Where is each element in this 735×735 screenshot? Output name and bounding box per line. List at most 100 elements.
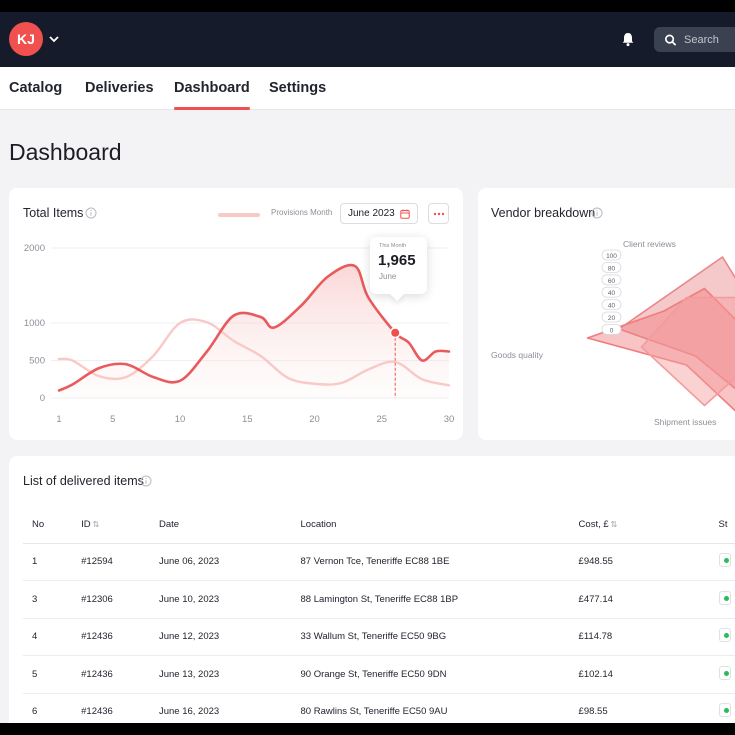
delivered-items-card: List of delivered items No ID ⇅ Date Loca… (9, 456, 735, 723)
column-header-no: No (23, 506, 73, 544)
page-title: Dashboard (9, 139, 122, 165)
radar-tick-label: 80 (608, 265, 616, 272)
highlight-point (391, 328, 400, 337)
cell-id: #12436 (72, 618, 150, 656)
sort-icon[interactable]: ⇅ (610, 519, 618, 529)
cell-no: 3 (23, 580, 73, 619)
info-icon[interactable] (140, 475, 152, 487)
cell-id: #12436 (72, 655, 150, 694)
sort-icon[interactable]: ⇅ (92, 519, 100, 529)
more-options-button[interactable] (428, 203, 449, 224)
cell-cost: £102.14 (569, 655, 710, 694)
info-icon[interactable] (85, 207, 97, 219)
cell-location: 87 Vernon Tce, Teneriffe EC88 1BE (291, 543, 570, 581)
x-tick-label: 30 (444, 414, 455, 425)
series-line (57, 318, 451, 387)
tab-dashboard[interactable]: Dashboard (174, 80, 250, 110)
radar-tick-pill (601, 249, 622, 261)
radar-tick-label: 40 (608, 290, 616, 297)
series-area (59, 265, 449, 398)
month-picker-label: June 2023 (348, 208, 395, 219)
column-header-status: St (709, 506, 735, 544)
y-tick-label: 1000 (24, 318, 45, 329)
vendor-radar-chart: Client reviews Goods quality Shipment issu… (491, 239, 735, 427)
x-tick-label: 15 (242, 414, 253, 425)
cell-no: 4 (23, 618, 73, 656)
cell-status (709, 618, 735, 656)
top-bar: KJ (0, 12, 735, 67)
nav-tabs: Catalog Deliveries Dashboard Settings (0, 67, 735, 110)
column-header-id[interactable]: ID ⇅ (72, 506, 150, 544)
table-row[interactable]: 6 #12436 June 16, 2023 80 Rawlins St, Tener… (23, 693, 735, 723)
chart-tooltip: This Month 1,965 June (370, 237, 427, 294)
y-tick-label: 2000 (24, 243, 45, 254)
tooltip-sub: June (379, 272, 397, 281)
status-badge (718, 553, 731, 568)
cell-no: 1 (23, 543, 73, 581)
tooltip-label: This Month (379, 243, 407, 249)
tab-deliveries[interactable]: Deliveries (85, 80, 154, 96)
cell-cost: £477.14 (569, 580, 710, 619)
table-header-row: No ID ⇅ Date Location Cost, £ ⇅ St (23, 506, 735, 544)
avatar[interactable]: KJ (9, 22, 43, 56)
radar-tick-pill (601, 311, 622, 323)
radar-tick-pill (601, 274, 622, 286)
column-header-cost[interactable]: Cost, £ ⇅ (569, 506, 710, 544)
legend-swatch (218, 213, 260, 217)
radar-axis-label: Client reviews (623, 239, 676, 249)
radar-tick-label: 60 (608, 278, 616, 285)
status-badge (718, 590, 731, 605)
radar-tick-pill (601, 299, 622, 310)
radar-tick-label: 0 (610, 327, 614, 334)
tooltip-value: 1,965 (378, 252, 416, 269)
table-row[interactable]: 5 #12436 June 13, 2023 90 Orange St, Teneri… (23, 655, 735, 694)
radar-tick-pill (601, 323, 622, 335)
cell-location: 33 Wallum St, Teneriffe EC50 9BG (291, 618, 570, 656)
bell-icon[interactable] (620, 31, 636, 47)
search-box[interactable] (654, 27, 735, 52)
radar-tick-label: 40 (608, 303, 616, 310)
main-area: Catalog Deliveries Dashboard Settings Da… (0, 67, 735, 723)
bottom-bar (0, 723, 735, 735)
x-tick-label: 25 (376, 414, 387, 425)
info-icon[interactable] (591, 207, 603, 219)
radar-axis-label: Goods quality (491, 350, 544, 360)
chevron-down-icon[interactable] (47, 32, 61, 46)
vendor-breakdown-card: Vendor breakdown Client reviews Goods qua… (478, 188, 735, 440)
table-row[interactable]: 1 #12594 June 06, 2023 87 Vernon Tce, Tener… (23, 543, 735, 581)
x-tick-label: 10 (175, 414, 186, 425)
cell-id: #12306 (72, 580, 150, 619)
cell-date: June 16, 2023 (149, 693, 292, 723)
cell-id: #12436 (72, 693, 150, 723)
x-tick-label: 1 (56, 414, 61, 425)
delivered-items-title: List of delivered items (23, 474, 144, 488)
cell-status (709, 655, 735, 694)
table-row[interactable]: 3 #12306 June 10, 2023 88 Lamington St, Ten… (23, 580, 735, 619)
status-badge (718, 665, 731, 680)
delivered-items-table: No ID ⇅ Date Location Cost, £ ⇅ St 1 #12594… (23, 506, 735, 723)
cell-cost: £114.78 (569, 618, 710, 656)
cell-status (709, 693, 735, 723)
x-tick-label: 5 (110, 414, 115, 425)
tab-settings[interactable]: Settings (269, 80, 327, 96)
cell-location: 80 Rawlins St, Teneriffe EC50 9AU (291, 693, 570, 723)
cell-location: 88 Lamington St, Teneriffe EC88 1BP (291, 580, 570, 619)
cell-date: June 06, 2023 (149, 543, 292, 581)
table-row[interactable]: 4 #12436 June 12, 2023 33 Wallum St, Teneri… (23, 618, 735, 656)
cell-status (709, 580, 735, 619)
radar-tick-label: 20 (608, 315, 616, 322)
column-header-date: Date (149, 506, 292, 544)
total-items-card: Total Items Provisions Month June 2023 0… (9, 188, 463, 440)
radar-series (586, 287, 735, 412)
search-icon (665, 34, 677, 46)
search-input[interactable] (684, 33, 735, 46)
cell-id: #12594 (72, 543, 150, 581)
cell-no: 5 (23, 655, 73, 694)
radar-axis-label: Shipment issues (654, 417, 716, 427)
tab-catalog[interactable]: Catalog (9, 80, 63, 96)
cell-no: 6 (23, 693, 73, 723)
month-picker-button[interactable]: June 2023 (340, 203, 418, 224)
total-items-title: Total Items (23, 206, 84, 220)
radar-tick-pill (601, 262, 622, 273)
